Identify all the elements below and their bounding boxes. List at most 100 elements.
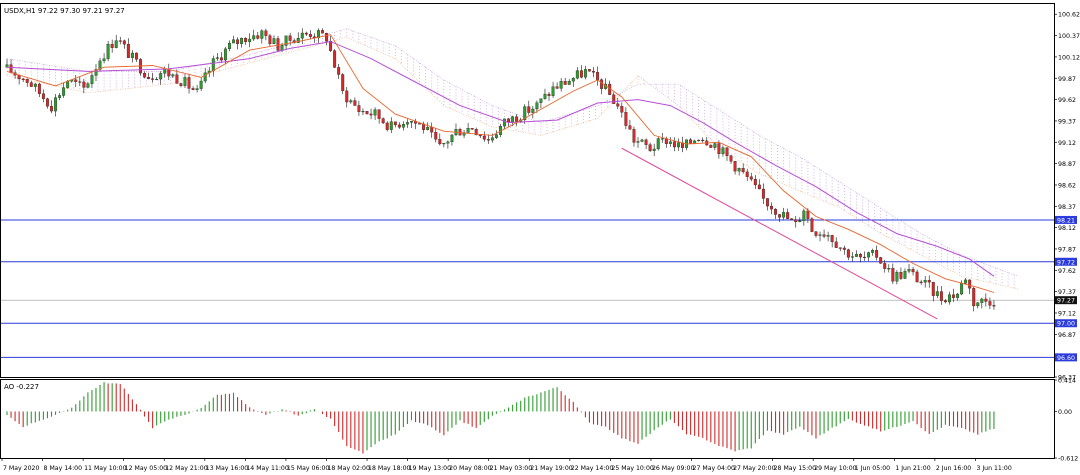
candle-bear bbox=[753, 179, 757, 186]
candle-bear bbox=[555, 86, 559, 89]
ao-panel[interactable] bbox=[6, 382, 995, 454]
candle-bull bbox=[636, 141, 640, 143]
candle-bear bbox=[741, 168, 745, 173]
candle-bull bbox=[854, 253, 858, 257]
candle-bull bbox=[737, 168, 741, 172]
level-label-box bbox=[1055, 257, 1077, 266]
time-tick-label: 1 Jun 21:00 bbox=[895, 465, 930, 472]
candle-bull bbox=[252, 35, 256, 40]
candle-bear bbox=[745, 171, 749, 177]
candle-bear bbox=[859, 253, 862, 258]
candle-bear bbox=[369, 113, 373, 116]
candle-bull bbox=[54, 97, 57, 112]
ma-fast-line bbox=[6, 34, 995, 293]
price-tick-label: 97.12 bbox=[1058, 310, 1076, 317]
candle-bear bbox=[41, 93, 45, 99]
price-panel-border bbox=[0, 3, 1055, 378]
candle-bear bbox=[21, 78, 25, 80]
candle-bull bbox=[782, 212, 786, 218]
candle-bear bbox=[256, 35, 260, 39]
level-label-box bbox=[1055, 353, 1077, 362]
candle-bear bbox=[592, 71, 595, 73]
candle-bull bbox=[114, 40, 118, 48]
candle-bull bbox=[677, 142, 680, 148]
candle-bear bbox=[418, 123, 422, 125]
candle-bear bbox=[846, 249, 850, 258]
candle-bear bbox=[268, 35, 272, 45]
candle-bull bbox=[956, 293, 960, 298]
trend-channel bbox=[621, 147, 938, 320]
candle-bear bbox=[838, 247, 842, 249]
candle-bear bbox=[879, 257, 883, 264]
candle-bull bbox=[713, 143, 717, 148]
candle-bear bbox=[834, 241, 838, 248]
time-tick-label: 7 May 2020 bbox=[3, 465, 39, 472]
ao-tick-label: 0.414 bbox=[1058, 378, 1076, 385]
price-tick-label: 97.87 bbox=[1058, 246, 1076, 253]
candle-bear bbox=[943, 300, 947, 303]
candle-bear bbox=[308, 34, 312, 37]
ao-tick-label: -0.612 bbox=[1058, 456, 1078, 463]
candle-bear bbox=[725, 147, 729, 156]
price-tick-label: 98.87 bbox=[1058, 161, 1076, 168]
channel-line bbox=[621, 147, 938, 320]
candle-bear bbox=[482, 135, 486, 140]
candle-bull bbox=[693, 140, 697, 144]
candle-bear bbox=[438, 139, 442, 145]
candle-bull bbox=[818, 234, 822, 236]
candle-bear bbox=[357, 105, 361, 112]
price-panel[interactable] bbox=[1, 28, 1054, 358]
level-label: 98.21 bbox=[1057, 217, 1075, 224]
candle-bull bbox=[442, 143, 446, 145]
candle-bull bbox=[171, 74, 175, 77]
candle-bear bbox=[147, 77, 151, 79]
ao-tick-label: 0.00 bbox=[1058, 409, 1072, 416]
candle-bear bbox=[385, 122, 389, 130]
candle-bear bbox=[393, 121, 397, 126]
ao-indicator-label: AO -0.227 bbox=[4, 383, 39, 391]
candle-bear bbox=[644, 139, 648, 145]
candle-bear bbox=[321, 30, 324, 34]
candle-bear bbox=[365, 111, 369, 115]
candle-bear bbox=[972, 288, 976, 307]
candle-bull bbox=[199, 80, 203, 89]
candle-bull bbox=[228, 42, 231, 50]
candle-bull bbox=[361, 111, 365, 113]
candle-bull bbox=[567, 81, 571, 85]
candle-bear bbox=[875, 250, 879, 258]
candle-bear bbox=[37, 83, 41, 94]
candle-bull bbox=[559, 81, 563, 89]
ao-axis: 0.414 0.00 -0.612 bbox=[1054, 378, 1078, 463]
candle-bear bbox=[244, 37, 248, 42]
candle-bull bbox=[976, 302, 980, 307]
time-tick-label: 12 May 05:00 bbox=[125, 465, 167, 472]
level-label-box bbox=[1055, 215, 1077, 224]
time-tick-label: 25 May 10:00 bbox=[611, 465, 653, 472]
candle-bear bbox=[984, 298, 988, 302]
candle-bull bbox=[511, 116, 515, 123]
candle-bear bbox=[774, 208, 777, 215]
candle-bull bbox=[935, 291, 939, 296]
ao-panel-border bbox=[0, 379, 1055, 459]
candle-bear bbox=[110, 43, 114, 48]
time-tick-label: 21 May 03:00 bbox=[490, 465, 532, 472]
ao-histogram bbox=[6, 382, 995, 454]
candle-bull bbox=[668, 141, 672, 144]
candle-bull bbox=[697, 139, 701, 142]
candle-bull bbox=[446, 141, 450, 144]
candle-bear bbox=[770, 205, 773, 210]
candle-bear bbox=[588, 69, 591, 72]
candle-bull bbox=[223, 48, 227, 61]
candle-bull bbox=[260, 30, 264, 39]
candle-bear bbox=[381, 118, 385, 124]
candle-bear bbox=[333, 50, 337, 68]
candle-bear bbox=[919, 281, 923, 283]
candle-bear bbox=[632, 129, 636, 143]
candle-bull bbox=[660, 138, 664, 140]
candle-bull bbox=[466, 128, 470, 133]
candle-bear bbox=[628, 125, 632, 130]
candle-bear bbox=[122, 40, 126, 45]
candle-bear bbox=[810, 218, 814, 232]
time-tick-label: 15 May 06:00 bbox=[287, 465, 329, 472]
price-tick-label: 96.87 bbox=[1058, 332, 1076, 339]
